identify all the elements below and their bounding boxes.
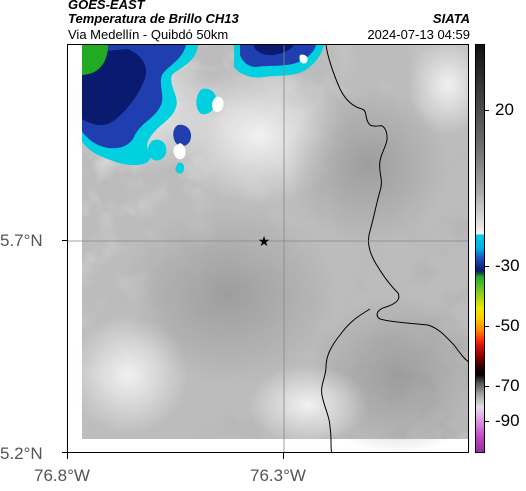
river-line: [321, 308, 371, 452]
satellite-map[interactable]: ★: [67, 44, 469, 453]
colorbar-tick-neg90: [485, 421, 489, 422]
colorbar-tick-20: [485, 110, 489, 111]
y-tick-5-2: [62, 452, 68, 453]
region-subtitle: Via Medellín - Quibdó 50km: [68, 27, 229, 42]
colorbar-tick-neg50: [485, 326, 489, 327]
x-tick-76-8: [67, 453, 68, 459]
colorbar-label-20: 20: [495, 100, 514, 119]
product-title: Temperatura de Brillo CH13: [68, 11, 239, 26]
x-tick-76-3: [283, 453, 284, 459]
cold-cloud-cluster-west: [82, 45, 224, 174]
satellite-title: GOES-EAST: [68, 0, 145, 12]
map-canvas: ★: [68, 45, 468, 452]
colorbar-tick-neg30: [485, 266, 489, 267]
colorbar-label-neg70: -70: [495, 376, 520, 395]
temperature-colorbar: [475, 44, 485, 453]
organization-label: SIATA: [432, 11, 470, 26]
station-star-icon: ★: [258, 234, 271, 250]
brightness-temperature-field: [68, 45, 468, 452]
colorbar-tick-neg70: [485, 386, 489, 387]
colorbar-label-neg90: -90: [495, 411, 520, 430]
x-axis-label-76-3: 76.3°W: [250, 466, 306, 485]
x-axis-label-76-8: 76.8°W: [34, 466, 90, 485]
colorbar-label-neg50: -50: [495, 316, 520, 335]
timestamp-label: 2024-07-13 04:59: [367, 27, 470, 42]
y-axis-label-5-2: 5.2°N: [0, 444, 43, 463]
cold-cloud-cluster-north: [234, 45, 324, 78]
y-axis-label-5-7: 5.7°N: [0, 231, 43, 250]
y-tick-5-7: [62, 240, 68, 241]
coastline: [325, 45, 468, 363]
colorbar-label-neg30: -30: [495, 256, 520, 275]
